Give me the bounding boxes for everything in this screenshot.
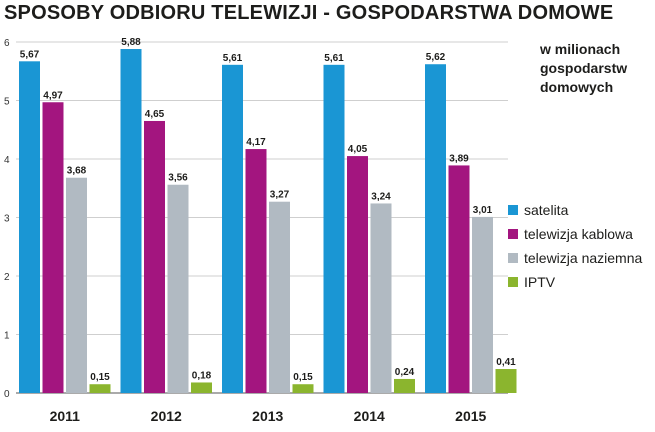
bar-iptv (89, 384, 111, 393)
bar-telewizja-kablowa (347, 156, 368, 393)
bar-value-label: 5,67 (20, 49, 40, 60)
bar-telewizja-kablowa (144, 120, 165, 393)
x-category-label: 2014 (354, 408, 385, 424)
bar-satelita (323, 64, 345, 393)
bar-value-label: 0,24 (395, 367, 415, 378)
chart-title: SPOSOBY ODBIORU TELEWIZJI - GOSPODARSTWA… (4, 2, 614, 24)
legend-swatch (508, 229, 518, 239)
bar-value-label: 4,97 (43, 90, 63, 101)
bar-iptv (495, 369, 517, 393)
bar-iptv (292, 384, 314, 393)
legend-item-satelita: satelita (508, 198, 642, 222)
bar-telewizja-kablowa (448, 165, 470, 393)
unit-line: gospodarstw (540, 60, 628, 76)
bar-value-label: 0,15 (90, 372, 110, 383)
x-category-label: 2012 (151, 408, 182, 424)
legend-label: telewizja kablowa (524, 226, 633, 242)
x-category-label: 2015 (455, 408, 486, 424)
unit-line: domowych (540, 79, 614, 95)
bar-telewizja-kablowa (42, 102, 64, 393)
bar-satelita (120, 49, 142, 394)
bar-value-label: 4,65 (145, 109, 165, 120)
bar-satelita (425, 64, 446, 393)
y-tick-label: 3 (4, 214, 10, 225)
bar-value-label: 5,62 (426, 52, 446, 63)
bar-iptv (191, 382, 212, 393)
legend-label: satelita (524, 202, 569, 218)
bar-value-label: 0,15 (293, 372, 313, 383)
bar-value-label: 3,01 (473, 205, 493, 216)
legend: satelita telewizja kablowa telewizja naz… (508, 198, 642, 294)
bar-telewizja-naziemna (66, 177, 87, 393)
legend-swatch (508, 205, 518, 215)
bar-telewizja-naziemna (167, 184, 189, 393)
x-category-label: 2013 (252, 408, 283, 424)
legend-item-iptv: IPTV (508, 270, 642, 294)
y-tick-label: 4 (4, 155, 10, 166)
legend-label: IPTV (524, 274, 556, 290)
bar-value-label: 0,18 (192, 370, 212, 381)
bar-value-label: 3,27 (270, 190, 290, 201)
bar-telewizja-naziemna (472, 216, 493, 393)
y-tick-label: 2 (4, 272, 10, 283)
bar-value-label: 5,88 (121, 37, 141, 48)
bar-telewizja-kablowa (245, 149, 267, 393)
y-tick-label: 0 (4, 389, 10, 400)
y-tick-label: 5 (4, 97, 10, 108)
bar-value-label: 3,89 (449, 153, 469, 164)
bar-value-label: 5,61 (324, 53, 344, 64)
bar-value-label: 0,41 (496, 357, 516, 368)
bar-satelita (19, 61, 40, 394)
bar-telewizja-naziemna (269, 201, 290, 393)
legend-item-telewizja-kablowa: telewizja kablowa (508, 222, 642, 246)
bar-value-label: 4,05 (348, 144, 368, 155)
unit-note: w milionach gospodarstw domowych (540, 40, 627, 97)
legend-item-telewizja-naziemna: telewizja naziemna (508, 246, 642, 270)
bar-value-label: 5,61 (223, 53, 243, 64)
legend-swatch (508, 277, 518, 287)
y-tick-label: 1 (4, 331, 10, 342)
x-category-label: 2011 (50, 408, 81, 424)
bar-value-label: 3,68 (67, 166, 87, 177)
unit-line: w milionach (540, 41, 621, 57)
bar-satelita (222, 64, 243, 393)
bar-value-label: 4,17 (246, 137, 266, 148)
legend-label: telewizja naziemna (524, 250, 643, 266)
bar-value-label: 3,56 (168, 173, 188, 184)
bar-telewizja-naziemna (370, 203, 392, 393)
y-tick-label: 6 (4, 38, 10, 49)
bar-value-label: 3,24 (371, 191, 391, 202)
legend-swatch (508, 253, 518, 263)
bar-iptv (394, 378, 415, 393)
